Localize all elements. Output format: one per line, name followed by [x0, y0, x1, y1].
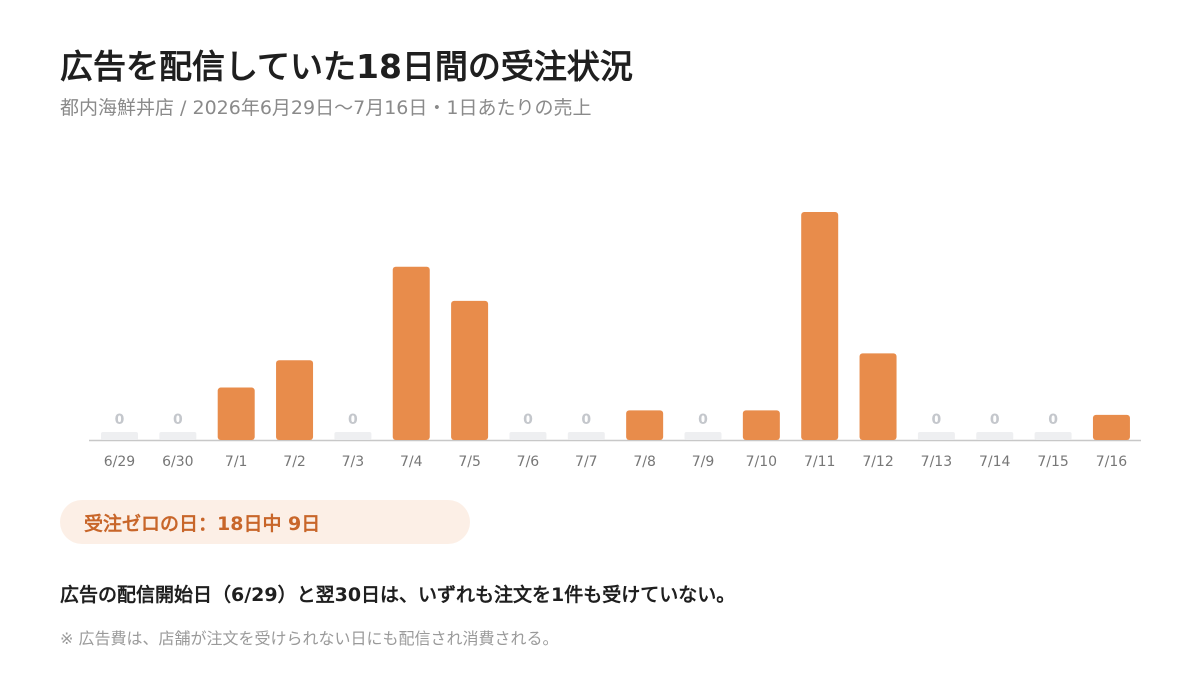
sales-bar — [801, 212, 839, 440]
zero-value-label: 0 — [581, 412, 591, 428]
zero-bar — [567, 432, 605, 440]
x-tick-label: 6/30 — [162, 454, 193, 470]
x-tick-label: 7/12 — [862, 454, 893, 470]
zero-bar — [976, 432, 1014, 440]
zero-value-label: 0 — [1048, 412, 1058, 428]
zero-value-label: 0 — [348, 412, 358, 428]
sales-bar — [451, 300, 489, 440]
zero-value-label: 0 — [173, 412, 183, 428]
sales-bar — [742, 410, 780, 440]
sales-bar — [1092, 414, 1130, 440]
x-tick-label: 7/14 — [979, 454, 1011, 470]
x-tick-label: 7/10 — [746, 454, 777, 470]
zero-bar — [1034, 432, 1072, 440]
zero-order-days-badge: 受注ゼロの日：18日中 9日 — [60, 500, 470, 544]
zero-value-label: 0 — [698, 412, 708, 428]
x-tick-label: 7/6 — [517, 454, 540, 470]
x-tick-label: 7/4 — [400, 454, 423, 470]
x-tick-label: 6/29 — [104, 454, 135, 470]
zero-order-days-text: 受注ゼロの日：18日中 9日 — [84, 512, 321, 535]
footnote: ※ 広告費は、店舗が注文を受けられない日にも配信され消費される。 — [60, 629, 559, 648]
chart-subtitle: 都内海鮮丼店 / 2026年6月29日〜7月16日・1日あたりの売上 — [60, 97, 592, 119]
zero-value-label: 0 — [932, 412, 942, 428]
zero-bar — [159, 432, 197, 440]
sales-bar — [276, 360, 314, 440]
sales-bar — [859, 353, 897, 440]
zero-value-label: 0 — [523, 412, 533, 428]
x-tick-label: 7/2 — [283, 454, 306, 470]
x-tick-label: 7/1 — [225, 454, 248, 470]
summary-statement: 広告の配信開始日（6/29）と翌30日は、いずれも注文を1件も受けていない。 — [60, 584, 736, 606]
x-tick-label: 7/3 — [342, 454, 365, 470]
sales-bar — [217, 387, 255, 440]
zero-bar — [101, 432, 138, 440]
x-tick-label: 7/13 — [921, 454, 952, 470]
sales-bar — [626, 410, 664, 440]
x-tick-label: 7/8 — [633, 454, 656, 470]
zero-bar — [334, 432, 372, 440]
zero-bar — [684, 432, 722, 440]
x-tick-label: 7/16 — [1096, 454, 1128, 470]
x-tick-label: 7/7 — [575, 454, 598, 470]
sales-bar — [392, 266, 430, 440]
zero-bar — [509, 432, 547, 440]
x-tick-label: 7/5 — [458, 454, 481, 470]
x-tick-label: 7/9 — [692, 454, 715, 470]
x-tick-label: 7/15 — [1037, 454, 1068, 470]
x-tick-label: 7/11 — [804, 454, 835, 470]
zero-value-label: 0 — [115, 412, 125, 428]
zero-bar — [917, 432, 955, 440]
chart-title: 広告を配信していた18日間の受注状況 — [60, 47, 633, 86]
zero-value-label: 0 — [990, 412, 1000, 428]
